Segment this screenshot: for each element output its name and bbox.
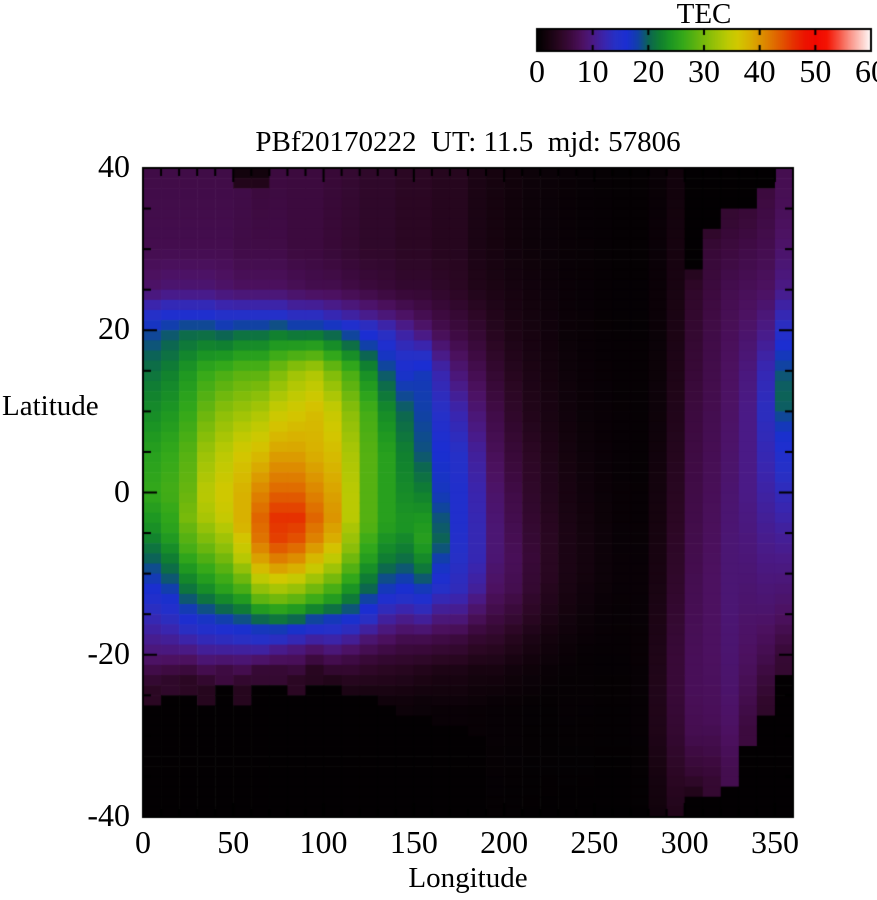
x-axis-label: Longitude bbox=[408, 862, 528, 894]
x-tick-label: 150 bbox=[389, 824, 438, 860]
colorbar-tick-label: 50 bbox=[799, 53, 832, 89]
colorbar-title: TEC bbox=[676, 0, 732, 30]
colorbar-tick-label: 20 bbox=[632, 53, 665, 89]
colorbar-tick-label: 40 bbox=[743, 53, 776, 89]
y-tick-label: 20 bbox=[98, 310, 130, 347]
colorbar-tick-label: 60 bbox=[855, 53, 877, 89]
x-tick-label: 200 bbox=[480, 824, 529, 860]
x-tick-label: 0 bbox=[135, 824, 151, 860]
colorbar-tick-label: 0 bbox=[529, 53, 545, 89]
colorbar-tick-label: 30 bbox=[688, 53, 720, 89]
y-tick-label: -20 bbox=[87, 634, 130, 671]
y-tick-label: -40 bbox=[87, 797, 130, 833]
x-tick-label: 250 bbox=[570, 824, 619, 860]
x-tick-label: 100 bbox=[299, 824, 348, 860]
x-tick-label: 50 bbox=[217, 824, 250, 860]
y-tick-label: 0 bbox=[114, 472, 130, 509]
colorbar-tick-label: 10 bbox=[576, 53, 609, 89]
x-tick-label: 300 bbox=[660, 824, 709, 860]
y-axis-label: Latitude bbox=[2, 390, 99, 422]
plot-title: PBf20170222 UT: 11.5 mjd: 57806 bbox=[255, 126, 681, 158]
y-tick-label: 40 bbox=[98, 148, 130, 184]
x-tick-label: 350 bbox=[750, 824, 799, 860]
